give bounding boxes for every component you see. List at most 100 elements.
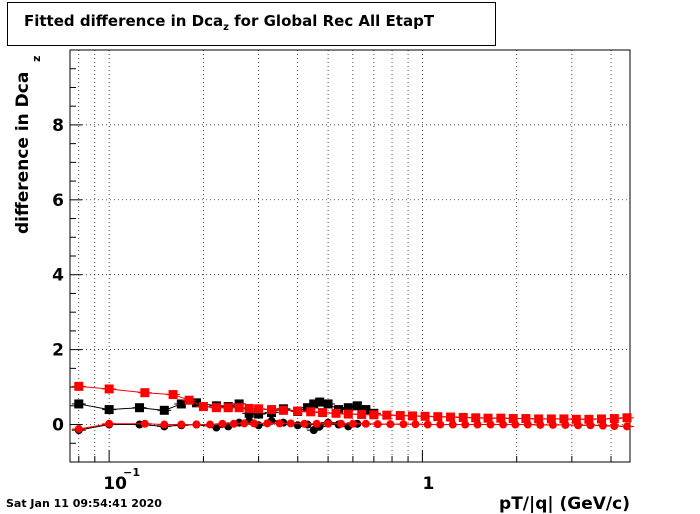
- data-point-circle: [511, 420, 520, 429]
- data-point-circle: [286, 419, 295, 428]
- timestamp: Sat Jan 11 09:54:41 2020: [6, 497, 162, 510]
- data-point-circle: [523, 420, 532, 429]
- plot-frame: [69, 49, 631, 463]
- data-point-circle: [473, 420, 482, 429]
- data-point-square: [134, 403, 144, 413]
- data-point-square: [244, 408, 254, 418]
- y-tick-label: 2: [52, 341, 64, 361]
- data-point-square: [343, 409, 353, 419]
- data-point-square: [609, 414, 619, 424]
- data-point-square: [140, 388, 150, 398]
- data-point-circle: [610, 422, 619, 431]
- y-tick-label: 8: [52, 116, 64, 136]
- data-point-square: [234, 403, 244, 413]
- y-axis-label: difference in Dca: [13, 72, 33, 234]
- y-tick-label: 6: [52, 191, 64, 211]
- data-point-circle: [229, 419, 238, 428]
- data-point-circle: [423, 420, 432, 429]
- data-point-circle: [312, 419, 321, 428]
- data-point-square: [211, 403, 221, 413]
- data-point-square: [534, 414, 544, 424]
- data-point-square: [446, 412, 456, 422]
- data-point-circle: [105, 419, 114, 428]
- data-point-square: [323, 399, 333, 409]
- data-point-square: [293, 406, 303, 416]
- data-point-square: [176, 399, 186, 409]
- data-point-square: [559, 414, 569, 424]
- data-point-square: [198, 402, 208, 412]
- data-point-square: [395, 411, 405, 421]
- data-point-circle: [574, 421, 583, 430]
- data-point-circle: [373, 420, 382, 429]
- y-tick-label: 0: [52, 416, 64, 436]
- chart-title: Fitted difference in Dcaz for Global Rec…: [24, 12, 435, 33]
- data-point-square: [184, 395, 194, 405]
- data-point-square: [471, 413, 481, 423]
- data-point-square: [306, 407, 316, 417]
- data-point-circle: [160, 420, 169, 429]
- data-point-square: [369, 410, 379, 420]
- data-point-circle: [240, 419, 249, 428]
- data-point-circle: [206, 420, 215, 429]
- data-point-circle: [74, 425, 83, 434]
- data-point-circle: [192, 420, 201, 429]
- data-point-square: [318, 408, 328, 418]
- title-box: [7, 2, 496, 46]
- x-axis-label: pT/|q| (GeV/c): [499, 494, 630, 514]
- data-point-square: [278, 405, 288, 415]
- data-point-circle: [586, 421, 595, 430]
- data-point-circle: [536, 420, 545, 429]
- data-point-square: [74, 381, 84, 391]
- data-point-square: [191, 398, 201, 408]
- data-point-circle: [499, 420, 508, 429]
- data-point-square: [496, 413, 506, 423]
- data-point-circle: [337, 419, 346, 428]
- data-point-circle: [623, 422, 632, 431]
- x-tick-label: 1: [422, 474, 434, 494]
- data-point-square: [309, 399, 319, 409]
- data-point-square: [168, 390, 178, 400]
- data-point-circle: [324, 419, 333, 428]
- data-point-circle: [300, 419, 309, 428]
- data-point-circle: [348, 419, 357, 428]
- data-point-square: [433, 412, 443, 422]
- data-point-circle: [548, 420, 557, 429]
- x-tick-label: 10: [103, 474, 127, 494]
- data-point-square: [483, 413, 493, 423]
- y-tick-label: 4: [52, 266, 64, 286]
- data-point-circle: [386, 420, 395, 429]
- data-point-square: [596, 414, 606, 424]
- data-point-circle: [598, 421, 607, 430]
- data-point-circle: [461, 420, 470, 429]
- data-point-square: [361, 405, 371, 415]
- data-point-circle: [218, 419, 227, 428]
- data-point-square: [254, 404, 264, 414]
- data-point-circle: [275, 419, 284, 428]
- y-axis-label-subscript: z: [30, 56, 43, 62]
- data-point-square: [159, 405, 169, 415]
- data-point-circle: [448, 420, 457, 429]
- data-point-circle: [309, 426, 318, 435]
- data-point-square: [223, 403, 233, 413]
- data-point-square: [458, 412, 468, 422]
- data-point-square: [104, 384, 114, 394]
- data-point-square: [521, 414, 531, 424]
- data-point-circle: [293, 421, 302, 430]
- data-point-square: [343, 403, 353, 413]
- data-point-circle: [361, 419, 370, 428]
- data-point-square: [315, 397, 325, 407]
- data-point-circle: [399, 420, 408, 429]
- data-point-circle: [411, 420, 420, 429]
- data-point-square: [244, 403, 254, 413]
- data-point-square: [74, 399, 84, 409]
- data-point-circle: [486, 420, 495, 429]
- data-point-square: [571, 414, 581, 424]
- data-point-square: [546, 414, 556, 424]
- data-point-circle: [561, 420, 570, 429]
- data-point-square: [104, 405, 114, 415]
- data-point-square: [420, 411, 430, 421]
- data-point-circle: [263, 419, 272, 428]
- data-point-square: [382, 410, 392, 420]
